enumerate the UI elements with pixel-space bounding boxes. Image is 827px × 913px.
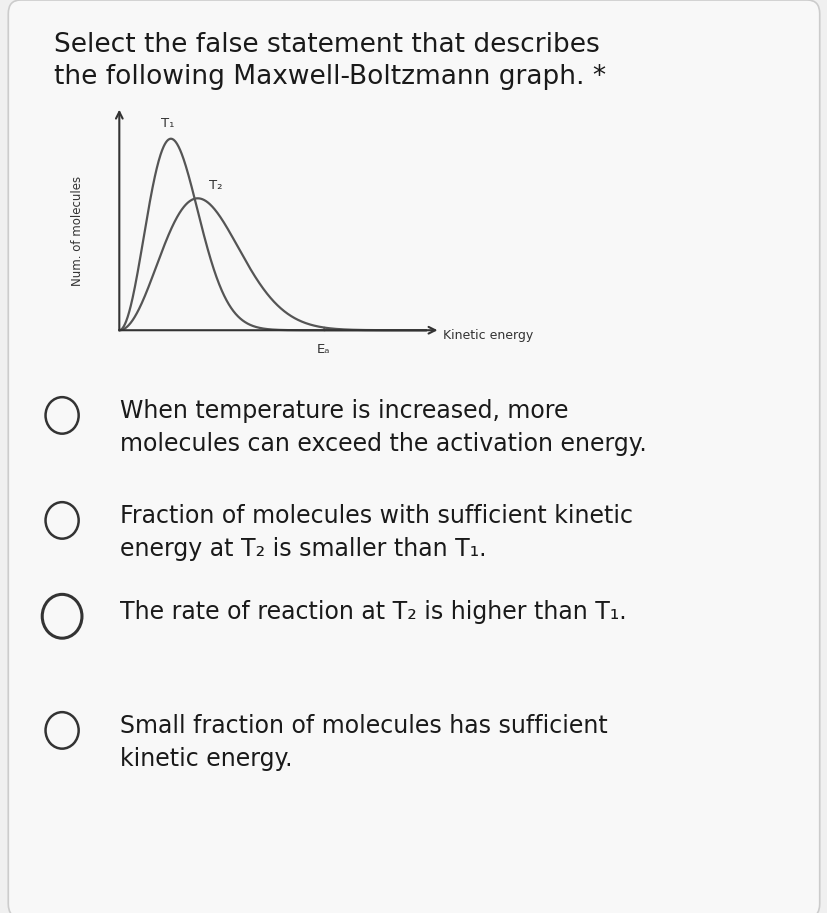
Text: Eₐ: Eₐ [317,343,330,356]
Text: Num. of molecules: Num. of molecules [71,176,84,286]
Text: When temperature is increased, more
molecules can exceed the activation energy.: When temperature is increased, more mole… [120,399,646,456]
Text: T₁: T₁ [161,117,174,131]
Text: The rate of reaction at T₂ is higher than T₁.: The rate of reaction at T₂ is higher tha… [120,600,626,624]
Text: Fraction of molecules with sufficient kinetic
energy at T₂ is smaller than T₁.: Fraction of molecules with sufficient ki… [120,504,633,561]
Text: the following Maxwell-Boltzmann graph. *: the following Maxwell-Boltzmann graph. * [54,64,605,89]
Text: Small fraction of molecules has sufficient
kinetic energy.: Small fraction of molecules has sufficie… [120,714,607,771]
Text: Select the false statement that describes: Select the false statement that describe… [54,32,599,58]
Text: T₂: T₂ [208,179,222,192]
Text: Kinetic energy: Kinetic energy [442,329,533,342]
